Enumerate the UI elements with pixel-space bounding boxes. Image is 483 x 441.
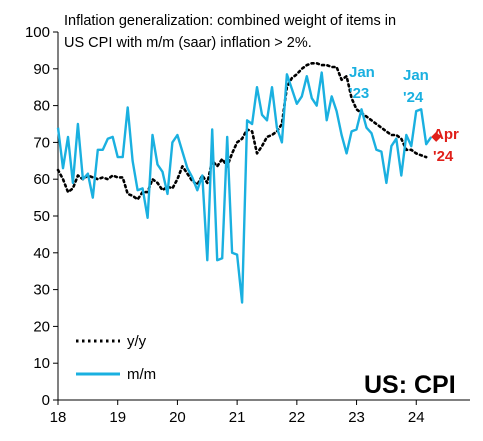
y-tick-label: 0 — [42, 392, 50, 409]
apr24-marker — [431, 131, 442, 142]
series-layer — [56, 61, 433, 304]
annotation-apr24-line2: '24 — [433, 148, 454, 165]
y-tick-label: 30 — [33, 282, 50, 299]
x-tick-label: 23 — [348, 409, 365, 426]
y-tick-label: 50 — [33, 208, 50, 225]
annotation-jan23-line1: Jan — [349, 64, 375, 81]
x-tick-label: 18 — [50, 409, 67, 426]
marker-layer — [431, 131, 442, 142]
y-tick-label: 40 — [33, 245, 50, 262]
y-tick-label: 70 — [33, 134, 50, 151]
annotation-jan24-line2: '24 — [403, 89, 424, 106]
y-tick-label: 90 — [33, 61, 50, 78]
annotation-jan24-line1: Jan — [403, 67, 429, 84]
x-tick-label: 19 — [109, 409, 126, 426]
chart-badge: US: CPI — [364, 371, 456, 399]
chart-title-line-2: US CPI with m/m (saar) inflation > 2%. — [64, 35, 312, 51]
x-tick-label: 24 — [408, 409, 425, 426]
y-tick-label: 80 — [33, 98, 50, 115]
x-tick-label: 22 — [288, 409, 305, 426]
legend-yy-label: y/y — [127, 333, 147, 350]
y-tick-label: 20 — [33, 318, 50, 335]
x-axis: 18 19 20 21 22 23 24 — [50, 399, 470, 426]
x-tick-label: 20 — [169, 409, 186, 426]
legend-mm-label: m/m — [127, 366, 156, 383]
chart-title-line-1: Inflation generalization: combined weigh… — [64, 13, 396, 29]
y-axis: 0 10 20 30 40 50 60 70 80 90 100 — [25, 24, 59, 409]
y-tick-label: 100 — [25, 24, 50, 41]
y-tick-label: 60 — [33, 171, 50, 188]
series-line-mm — [56, 71, 433, 304]
x-tick-label: 21 — [229, 409, 246, 426]
annotation-apr24-line1: Apr — [433, 126, 459, 143]
annotation-jan23-line2: '23 — [349, 85, 369, 102]
series-line-yy — [56, 61, 428, 201]
y-tick-label: 10 — [33, 355, 50, 372]
